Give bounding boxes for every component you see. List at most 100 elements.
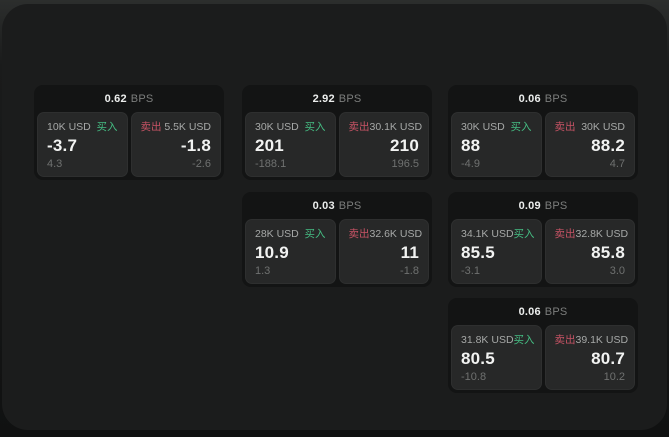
buy-side-label: 买入 — [513, 228, 535, 240]
buy-panel[interactable]: 31.8K USD 买入 80.5 -10.8 — [451, 325, 542, 390]
sell-price: 11 — [400, 243, 419, 262]
bps-unit-label: BPS — [544, 305, 568, 318]
buy-panel[interactable]: 34.1K USD 买入 85.5 -3.1 — [451, 219, 542, 284]
buy-delta: -3.1 — [461, 265, 480, 277]
price-panels: 10K USD 买入 -3.7 4.3 卖出 5.5K USD -1.8 -2.… — [37, 112, 221, 177]
bps-spread-value: 0.06 — [518, 305, 541, 318]
sell-panel-header: 卖出 5.5K USD — [141, 119, 212, 134]
sell-amount: 5.5K USD — [164, 120, 211, 133]
sell-panel-header: 卖出 30K USD — [555, 119, 626, 134]
sell-panel[interactable]: 卖出 32.8K USD 85.8 3.0 — [544, 219, 635, 284]
bps-unit-label: BPS — [544, 199, 568, 212]
sell-side-label: 卖出 — [140, 121, 162, 133]
sell-price: 210 — [390, 136, 419, 155]
buy-panel[interactable]: 30K USD 买入 88 -4.9 — [451, 112, 542, 177]
bps-spread-value: 0.03 — [312, 199, 335, 212]
buy-amount: 28K USD — [255, 227, 299, 240]
buy-amount: 10K USD — [47, 120, 91, 133]
sell-panel-header: 卖出 30.1K USD — [348, 119, 423, 134]
sell-amount: 39.1K USD — [575, 333, 629, 346]
sell-side-label: 卖出 — [554, 334, 576, 346]
card-header: 0.09 BPS — [448, 192, 638, 219]
quote-card: 0.06 BPS 30K USD 买入 88 -4.9 卖出 30K USD 8… — [448, 85, 638, 180]
sell-panel[interactable]: 卖出 30K USD 88.2 4.7 — [544, 112, 635, 177]
buy-panel[interactable]: 28K USD 买入 10.9 1.3 — [245, 219, 336, 284]
sell-delta: 196.5 — [391, 158, 419, 170]
price-panels: 30K USD 买入 88 -4.9 卖出 30K USD 88.2 4.7 — [451, 112, 635, 177]
sell-amount: 32.8K USD — [575, 227, 629, 240]
bps-spread-value: 0.09 — [518, 199, 541, 212]
bps-spread-value: 0.62 — [104, 92, 127, 105]
buy-panel[interactable]: 30K USD 买入 201 -188.1 — [245, 112, 336, 177]
sell-panel[interactable]: 卖出 39.1K USD 80.7 10.2 — [544, 325, 635, 390]
sell-delta: 4.7 — [609, 158, 625, 170]
buy-price: 10.9 — [255, 243, 289, 262]
buy-amount: 30K USD — [255, 120, 299, 133]
buy-delta: -188.1 — [255, 158, 287, 170]
buy-amount: 31.8K USD — [461, 333, 514, 346]
buy-delta: -10.8 — [461, 371, 487, 383]
sell-panel[interactable]: 卖出 32.6K USD 11 -1.8 — [338, 219, 429, 284]
sell-amount: 30K USD — [581, 120, 625, 133]
bps-unit-label: BPS — [338, 92, 362, 105]
buy-delta: 1.3 — [255, 265, 271, 277]
sell-panel-header: 卖出 32.8K USD — [554, 226, 629, 241]
quote-card: 0.06 BPS 31.8K USD 买入 80.5 -10.8 卖出 39.1… — [448, 298, 638, 393]
sell-amount: 30.1K USD — [369, 120, 423, 133]
buy-side-label: 买入 — [510, 121, 532, 133]
buy-delta: 4.3 — [47, 158, 63, 170]
sell-delta: 3.0 — [609, 265, 625, 277]
quote-card: 0.62 BPS 10K USD 买入 -3.7 4.3 卖出 5.5K USD… — [34, 85, 224, 180]
buy-delta: -4.9 — [461, 158, 480, 170]
sell-panel-header: 卖出 32.6K USD — [348, 226, 423, 241]
price-panels: 34.1K USD 买入 85.5 -3.1 卖出 32.8K USD 85.8… — [451, 219, 635, 284]
sell-delta: -2.6 — [192, 158, 211, 170]
bps-unit-label: BPS — [130, 92, 154, 105]
quote-card: 0.09 BPS 34.1K USD 买入 85.5 -3.1 卖出 32.8K… — [448, 192, 638, 287]
price-panels: 28K USD 买入 10.9 1.3 卖出 32.6K USD 11 -1.8 — [245, 219, 429, 284]
buy-side-label: 买入 — [513, 334, 535, 346]
buy-price: -3.7 — [47, 136, 78, 155]
buy-price: 80.5 — [461, 349, 495, 368]
card-header: 2.92 BPS — [242, 85, 432, 112]
sell-panel[interactable]: 卖出 30.1K USD 210 196.5 — [338, 112, 429, 177]
sell-delta: -1.8 — [400, 265, 419, 277]
price-panels: 30K USD 买入 201 -188.1 卖出 30.1K USD 210 1… — [245, 112, 429, 177]
sell-price: -1.8 — [180, 136, 211, 155]
sell-amount: 32.6K USD — [369, 227, 423, 240]
buy-side-label: 买入 — [96, 121, 118, 133]
card-header: 0.62 BPS — [34, 85, 224, 112]
quote-card-grid: 0.62 BPS 10K USD 买入 -3.7 4.3 卖出 5.5K USD… — [2, 4, 667, 430]
price-panels: 31.8K USD 买入 80.5 -10.8 卖出 39.1K USD 80.… — [451, 325, 635, 390]
buy-amount: 34.1K USD — [461, 227, 514, 240]
card-header: 0.06 BPS — [448, 298, 638, 325]
quote-card: 2.92 BPS 30K USD 买入 201 -188.1 卖出 30.1K … — [242, 85, 432, 180]
buy-side-label: 买入 — [304, 228, 326, 240]
buy-price: 201 — [255, 136, 284, 155]
sell-side-label: 卖出 — [348, 228, 370, 240]
bps-unit-label: BPS — [544, 92, 568, 105]
sell-panel[interactable]: 卖出 5.5K USD -1.8 -2.6 — [130, 112, 221, 177]
sell-price: 88.2 — [591, 136, 625, 155]
buy-panel-header: 28K USD 买入 — [255, 226, 326, 241]
buy-price: 85.5 — [461, 243, 495, 262]
buy-side-label: 买入 — [304, 121, 326, 133]
sell-side-label: 卖出 — [554, 228, 576, 240]
bps-spread-value: 2.92 — [312, 92, 335, 105]
buy-panel-header: 31.8K USD 买入 — [461, 332, 535, 347]
sell-side-label: 卖出 — [348, 121, 370, 133]
sell-delta: 10.2 — [603, 371, 625, 383]
main-window: 0.62 BPS 10K USD 买入 -3.7 4.3 卖出 5.5K USD… — [2, 4, 667, 430]
bps-spread-value: 0.06 — [518, 92, 541, 105]
sell-price: 80.7 — [591, 349, 625, 368]
buy-panel-header: 30K USD 买入 — [461, 119, 532, 134]
buy-panel[interactable]: 10K USD 买入 -3.7 4.3 — [37, 112, 128, 177]
buy-panel-header: 30K USD 买入 — [255, 119, 326, 134]
sell-price: 85.8 — [591, 243, 625, 262]
buy-amount: 30K USD — [461, 120, 505, 133]
bps-unit-label: BPS — [338, 199, 362, 212]
quote-card: 0.03 BPS 28K USD 买入 10.9 1.3 卖出 32.6K US… — [242, 192, 432, 287]
card-header: 0.03 BPS — [242, 192, 432, 219]
buy-panel-header: 34.1K USD 买入 — [461, 226, 535, 241]
sell-side-label: 卖出 — [554, 121, 576, 133]
